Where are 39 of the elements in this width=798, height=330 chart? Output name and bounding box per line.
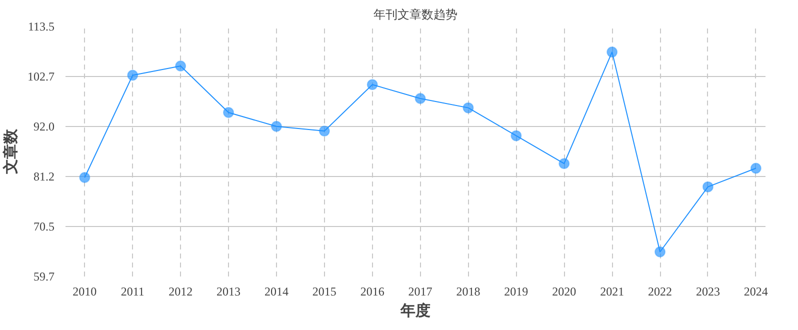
x-tick-label: 2017 <box>408 284 432 298</box>
y-tick-label: 70.5 <box>34 219 54 234</box>
point <box>414 93 426 104</box>
chart-title: 年刊文章数趋势 <box>374 8 458 22</box>
x-tick-label: 2015 <box>312 284 336 298</box>
x-tick-label: 2024 <box>744 284 768 298</box>
y-tick-label: 92.0 <box>34 119 54 134</box>
x-tick-label: 2019 <box>504 284 528 298</box>
point <box>270 120 282 132</box>
x-tick-label: 2016 <box>360 284 384 298</box>
x-tick-label: 2010 <box>72 284 97 298</box>
y-tick-label: 81.2 <box>34 170 54 184</box>
point <box>750 162 762 174</box>
point <box>318 126 330 137</box>
y-axis-title: 文章数 <box>2 128 20 175</box>
point <box>79 172 90 184</box>
x-tick-label: 2013 <box>216 284 241 298</box>
x-tick-label: 2022 <box>648 284 672 298</box>
x-tick-label: 2021 <box>600 284 624 298</box>
point <box>175 60 186 72</box>
point <box>654 246 666 258</box>
y-tick-label: 113.5 <box>28 20 55 34</box>
x-tick-label: 2018 <box>456 284 480 298</box>
x-tick-label: 2011 <box>120 284 144 298</box>
point <box>558 158 570 170</box>
x-axis-title: 年度 <box>400 302 430 320</box>
x-tick-label: 2020 <box>552 284 576 298</box>
y-tick-label: 102.7 <box>28 70 54 84</box>
point <box>510 130 522 142</box>
point <box>702 181 714 192</box>
y-tick-label: 59.7 <box>34 270 54 284</box>
point <box>127 70 138 81</box>
point <box>462 102 474 114</box>
x-tick-label: 2014 <box>264 284 288 298</box>
point <box>223 106 234 118</box>
point <box>366 79 378 90</box>
x-tick-label: 2023 <box>696 284 720 298</box>
point <box>606 46 618 58</box>
x-tick-label: 2012 <box>168 284 193 298</box>
